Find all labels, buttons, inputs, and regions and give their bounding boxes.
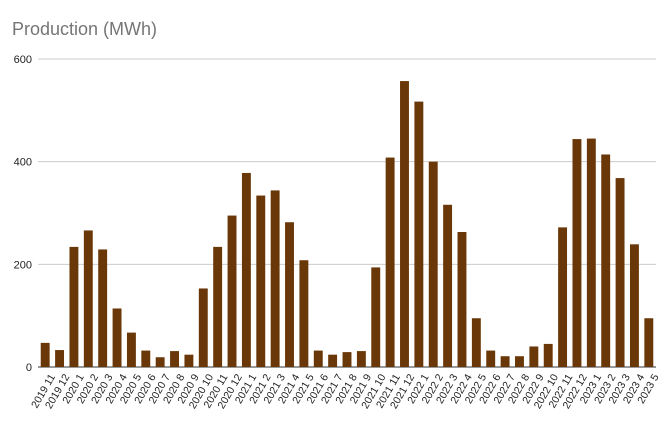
bar	[241, 172, 251, 367]
bar	[227, 215, 237, 367]
bar	[586, 138, 596, 367]
y-axis: 0 200 400 600	[14, 54, 32, 374]
y-tick-label: 600	[14, 54, 32, 66]
bar	[371, 267, 381, 367]
bar	[83, 230, 93, 367]
bar	[543, 343, 553, 367]
bar	[629, 244, 639, 367]
bar	[299, 260, 309, 367]
bar	[356, 351, 366, 367]
bars	[40, 81, 654, 368]
bar	[112, 308, 122, 367]
bar	[443, 204, 453, 367]
bar	[644, 318, 654, 367]
bar	[500, 356, 510, 367]
bar	[486, 350, 496, 367]
bar	[414, 101, 424, 368]
bar	[40, 342, 50, 367]
bar	[457, 231, 467, 367]
bar	[471, 318, 481, 367]
y-tick-label: 400	[14, 157, 32, 169]
bar	[601, 154, 611, 367]
bar	[342, 352, 352, 367]
bar	[126, 332, 136, 367]
bar	[400, 81, 409, 367]
bar	[55, 350, 65, 367]
bar	[328, 354, 338, 367]
bar	[572, 139, 582, 367]
bar	[256, 195, 266, 367]
bar	[213, 246, 223, 367]
bar	[184, 354, 194, 367]
bar	[98, 249, 108, 367]
bar	[529, 346, 539, 367]
y-tick-label: 0	[26, 362, 32, 374]
bar	[170, 351, 179, 367]
bar	[385, 157, 395, 367]
bar	[615, 178, 625, 367]
bar	[285, 222, 294, 367]
bar	[270, 190, 280, 367]
bar	[515, 356, 524, 367]
bar	[313, 350, 323, 367]
bar	[428, 161, 438, 367]
bar	[155, 357, 165, 367]
bar	[558, 227, 568, 367]
bar	[69, 246, 79, 367]
y-tick-label: 200	[14, 259, 32, 271]
chart-title: Production (MWh)	[12, 19, 158, 39]
bar	[198, 288, 208, 367]
bar	[141, 350, 151, 367]
